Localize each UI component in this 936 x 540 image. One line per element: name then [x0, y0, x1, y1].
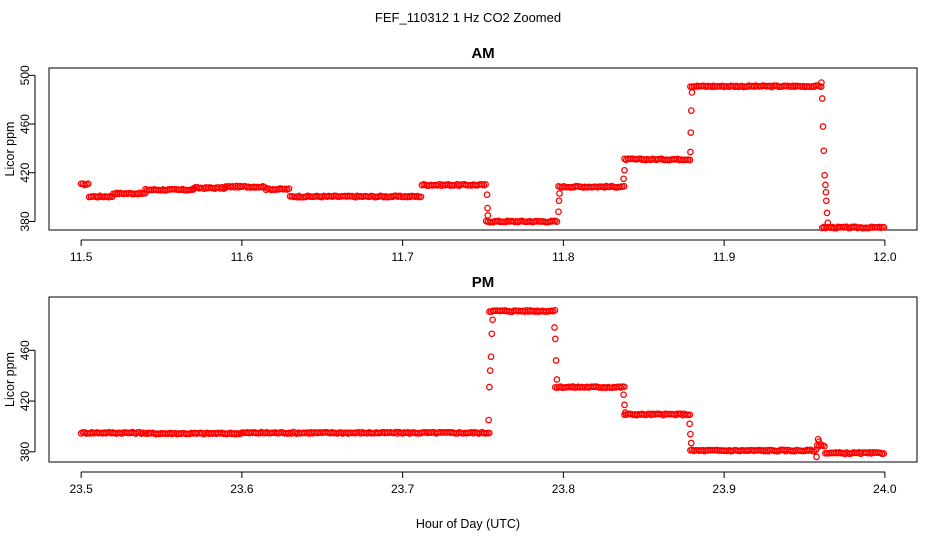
x-tick-label: 11.7 [391, 250, 414, 264]
panel-pm: PM 23.5 23.6 23.7 23.8 23.9 24.0 380 420 460Licor… [3, 274, 918, 496]
data-point [551, 306, 559, 314]
x-tick-label: 11.5 [70, 250, 93, 264]
data-point [822, 197, 830, 205]
data-point [815, 438, 823, 446]
data-point [484, 212, 492, 219]
data-point [818, 79, 825, 86]
data-points [77, 79, 888, 232]
data-point [687, 148, 694, 156]
data-point [555, 208, 562, 216]
y-axis-label: Licor ppm [3, 352, 17, 407]
x-tick-label: 23.8 [552, 482, 576, 496]
x-tick-label: 12.0 [873, 250, 897, 264]
panel-am: AM 11.5 11.6 11.7 11.8 11.9 12.0 380 420 460 500 Li… [3, 45, 918, 264]
data-point [483, 191, 491, 199]
data-point [620, 383, 628, 391]
x-tick-label: 23.9 [712, 482, 736, 496]
data-point [417, 193, 425, 201]
data-point [84, 180, 92, 188]
data-point [552, 357, 560, 364]
data-point [484, 204, 491, 212]
data-point [620, 175, 627, 183]
data-point [485, 429, 493, 437]
y-tick-label: 460 [18, 114, 32, 134]
data-point [488, 330, 496, 338]
y-tick-label: 380 [18, 211, 32, 231]
data-point [285, 185, 293, 192]
data-point [489, 316, 496, 324]
data-point [553, 218, 561, 225]
panels: AM 11.5 11.6 11.7 11.8 11.9 12.0 380 420 460 500 Li… [3, 45, 918, 496]
data-point [621, 409, 629, 416]
data-point [823, 209, 831, 217]
x-tick-label: 24.0 [873, 482, 897, 496]
panel-title: PM [472, 274, 495, 291]
data-point [880, 224, 888, 231]
figure-title: FEF_110312 1 Hz CO2 Zoomed [375, 10, 561, 25]
data-point [621, 166, 628, 174]
data-point [486, 367, 494, 374]
data-point [822, 188, 830, 196]
y-tick-label: 500 [18, 65, 32, 85]
x-tick-label: 23.5 [69, 482, 93, 496]
data-point [824, 219, 832, 227]
data-point [818, 95, 826, 102]
x-axis-label: Hour of Day (UTC) [416, 517, 520, 531]
plot-frame [48, 296, 918, 463]
data-point [485, 416, 492, 424]
data-point [688, 89, 696, 96]
plot-frame [48, 67, 918, 231]
data-point [555, 197, 563, 205]
y-tick-label: 380 [18, 442, 32, 462]
data-point [687, 439, 695, 447]
data-point [686, 420, 693, 428]
x-tick-label: 23.7 [391, 482, 415, 496]
y-axis-label: Licor ppm [3, 122, 17, 177]
data-point [821, 171, 828, 179]
data-point [551, 335, 559, 343]
data-point [687, 107, 695, 114]
x-tick-label: 11.9 [713, 250, 736, 264]
data-point [621, 401, 628, 409]
x-tick-label: 11.6 [231, 250, 254, 264]
data-point [487, 353, 495, 361]
data-point [620, 391, 627, 399]
data-point [687, 129, 695, 136]
data-point [551, 324, 558, 331]
y-tick-label: 420 [18, 162, 32, 182]
data-point [553, 376, 561, 383]
data-point [686, 156, 694, 164]
data-points [77, 306, 888, 461]
x-tick-label: 11.8 [552, 250, 575, 264]
data-point [686, 411, 694, 419]
data-point [820, 147, 828, 155]
data-point [556, 190, 563, 197]
panel-title: AM [471, 45, 494, 62]
data-point [819, 123, 827, 130]
data-point [620, 182, 628, 190]
data-point [817, 83, 825, 91]
data-point [821, 442, 828, 450]
x-tick-label: 23.6 [230, 482, 254, 496]
y-tick-label: 420 [18, 391, 32, 411]
data-point [813, 453, 820, 461]
y-tick-label: 460 [18, 340, 32, 360]
data-point [486, 383, 493, 391]
data-point [482, 181, 489, 188]
data-point [822, 181, 829, 189]
data-point [687, 430, 694, 438]
data-point [880, 450, 888, 457]
